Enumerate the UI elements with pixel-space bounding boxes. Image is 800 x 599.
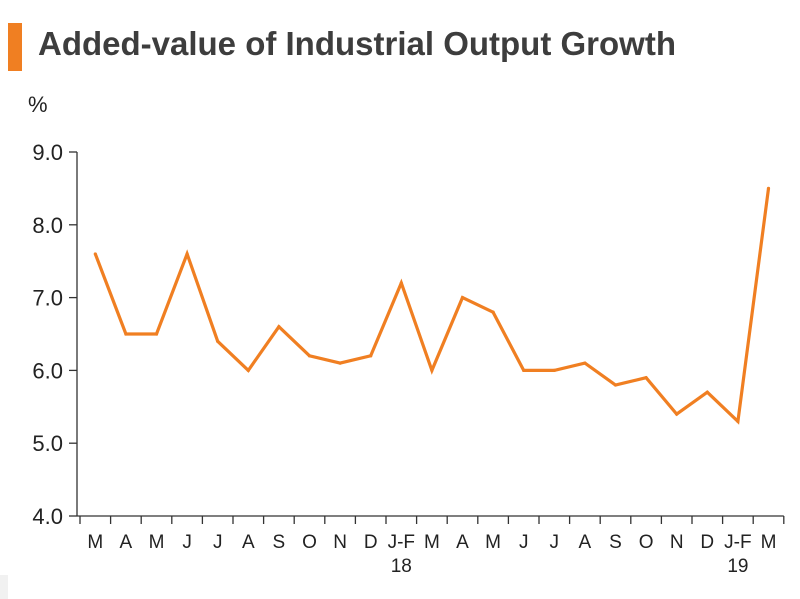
x-tick-label: J <box>213 532 223 553</box>
x-tick-label: N <box>333 532 347 553</box>
x-tick-label: O <box>302 532 317 553</box>
data-point <box>399 281 403 285</box>
data-point <box>430 368 434 372</box>
x-tick-label: D <box>364 532 378 553</box>
x-tick-label: J-F <box>724 532 751 553</box>
corner-decoration <box>0 575 8 599</box>
x-tick-label: J <box>519 532 529 553</box>
data-point <box>277 325 281 329</box>
data-point <box>338 361 342 365</box>
chart-title: Added-value of Industrial Output Growth <box>38 25 676 62</box>
data-point <box>522 368 526 372</box>
series-line <box>93 188 771 425</box>
x-year-label: 18 <box>391 556 412 577</box>
x-tick-label: A <box>242 532 255 553</box>
data-point <box>583 361 587 365</box>
y-tick-label: 8.0 <box>32 213 63 238</box>
x-tick-label: M <box>761 532 777 553</box>
x-axis-ticks: M A M J J A S O N D J-F M A M J J A S O N D J-F M18 19 <box>79 516 785 577</box>
x-tick-label: M <box>424 532 440 553</box>
y-tick-label: 9.0 <box>32 140 63 165</box>
x-tick-label: M <box>485 532 501 553</box>
x-tick-label: J-F <box>388 532 415 553</box>
data-point <box>124 332 128 336</box>
x-tick-label: O <box>639 532 654 553</box>
y-tick-label: 5.0 <box>32 431 63 456</box>
x-year-label: 19 <box>727 556 748 577</box>
x-tick-label: D <box>700 532 714 553</box>
x-tick-label: M <box>87 532 103 553</box>
x-tick-label: M <box>149 532 165 553</box>
y-tick-label: 6.0 <box>32 358 63 383</box>
data-point <box>613 383 618 387</box>
x-tick-label: J <box>550 532 560 553</box>
data-point <box>154 332 159 336</box>
data-point <box>491 310 495 314</box>
data-point <box>185 252 189 256</box>
x-tick-label: S <box>609 532 622 553</box>
data-point <box>307 354 312 358</box>
y-axis-ticks: 4.0 5.0 6.0 7.0 8.0 9.0 <box>32 140 77 529</box>
x-tick-label: S <box>273 532 286 553</box>
data-point <box>766 186 771 190</box>
x-tick-label: J <box>182 532 192 553</box>
data-point <box>705 390 709 394</box>
y-tick-label: 4.0 <box>32 504 63 529</box>
data-point <box>246 368 250 372</box>
chart-axes <box>76 152 784 517</box>
x-tick-label: A <box>579 532 592 553</box>
data-point <box>552 368 556 372</box>
x-tick-label: N <box>670 532 684 553</box>
title-accent-bar <box>8 23 22 71</box>
data-point <box>93 252 97 256</box>
chart-series <box>93 186 771 425</box>
x-tick-label: A <box>120 532 133 553</box>
data-point <box>460 296 465 300</box>
x-tick-label: A <box>456 532 469 553</box>
data-point <box>675 412 679 416</box>
y-axis-unit-label: % <box>28 92 48 117</box>
data-point <box>736 419 740 423</box>
y-tick-label: 7.0 <box>32 286 63 311</box>
data-point <box>644 376 648 380</box>
data-point <box>216 339 220 343</box>
data-point <box>369 354 373 358</box>
